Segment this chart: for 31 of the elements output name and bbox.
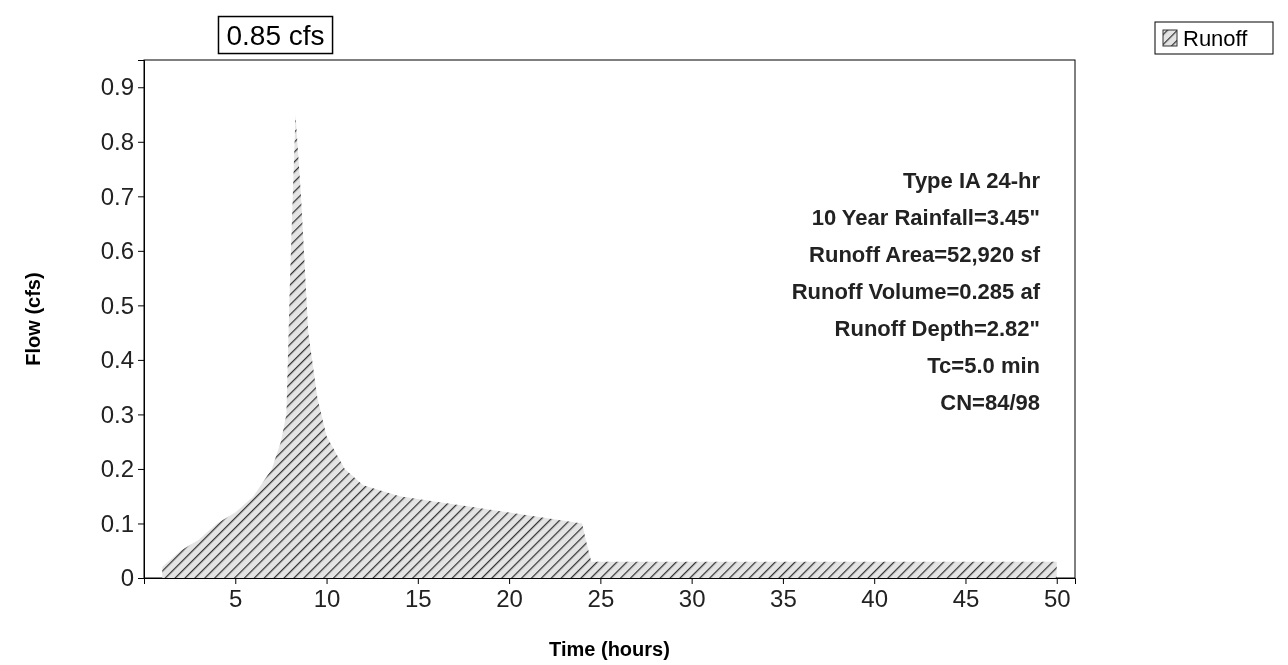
y-tick-label: 0 — [120, 564, 134, 592]
annotation: CN=84/98 — [940, 390, 1040, 415]
x-tick-label: 45 — [952, 585, 980, 613]
x-tick-label: 40 — [861, 585, 889, 613]
annotation: Tc=5.0 min — [927, 353, 1040, 378]
x-tick-label: 20 — [496, 585, 523, 613]
text: Runoff — [1183, 26, 1249, 51]
x-tick-label: 30 — [678, 585, 706, 613]
x-axis-title: Time (hours) — [549, 638, 670, 660]
y-tick-label: 0.2 — [100, 455, 134, 483]
y-tick-label: 0.9 — [100, 73, 134, 101]
y-tick-label: 0.8 — [100, 127, 134, 155]
y-tick-label: 0.3 — [100, 400, 134, 428]
y-axis-title: Flow (cfs) — [22, 272, 44, 366]
x-tick-label: 50 — [1043, 585, 1071, 613]
annotation: Runoff Volume=0.285 af — [791, 279, 1041, 304]
y-tick-label: 0.1 — [100, 509, 134, 537]
annotation: Runoff Depth=2.82" — [834, 316, 1040, 341]
annotation: 10 Year Rainfall=3.45" — [811, 205, 1040, 230]
y-tick-label: 0.5 — [100, 291, 134, 319]
x-tick-label: 10 — [313, 585, 341, 613]
annotation: Runoff Area=52,920 sf — [809, 242, 1041, 267]
annotation: Type IA 24-hr — [903, 168, 1041, 193]
annotation: 0.85 cfs — [226, 19, 325, 51]
x-tick-label: 35 — [770, 585, 797, 613]
x-tick-label: 5 — [229, 585, 243, 613]
y-tick-label: 0.4 — [100, 346, 134, 374]
x-tick-label: 25 — [587, 585, 615, 613]
y-tick-label: 0.6 — [100, 237, 134, 265]
y-tick-label: 0.7 — [100, 182, 134, 210]
x-tick-label: 15 — [404, 585, 432, 613]
